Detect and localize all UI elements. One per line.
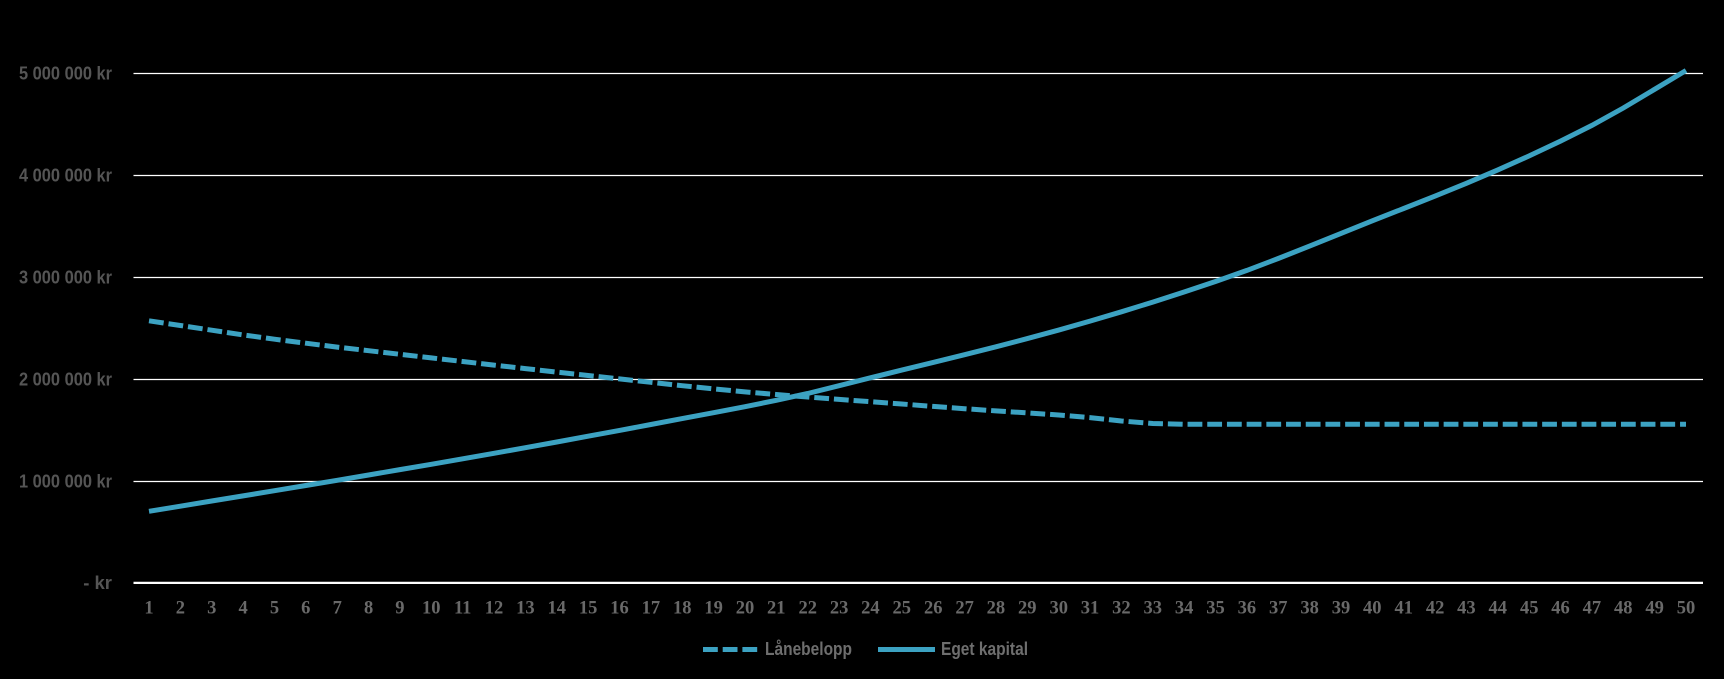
svg-text:49: 49 xyxy=(1645,599,1664,619)
svg-text:39: 39 xyxy=(1332,599,1351,619)
svg-text:20: 20 xyxy=(736,599,755,619)
svg-text:16: 16 xyxy=(610,599,629,619)
svg-text:33: 33 xyxy=(1144,599,1163,619)
svg-text:22: 22 xyxy=(798,599,817,619)
svg-text:28: 28 xyxy=(987,599,1006,619)
svg-text:15: 15 xyxy=(579,599,598,619)
svg-text:2 000 000 kr: 2 000 000 kr xyxy=(19,368,112,389)
svg-text:4 000 000 kr: 4 000 000 kr xyxy=(19,165,112,186)
svg-text:1: 1 xyxy=(144,599,153,619)
svg-text:45: 45 xyxy=(1520,599,1539,619)
svg-text:32: 32 xyxy=(1112,599,1131,619)
svg-text:14: 14 xyxy=(548,599,567,619)
svg-text:47: 47 xyxy=(1583,599,1602,619)
svg-text:Eget kapital: Eget kapital xyxy=(941,638,1028,659)
svg-text:37: 37 xyxy=(1269,599,1288,619)
svg-text:3: 3 xyxy=(207,599,216,619)
svg-text:35: 35 xyxy=(1206,599,1225,619)
svg-text:9: 9 xyxy=(395,599,404,619)
svg-text:5: 5 xyxy=(270,599,279,619)
svg-text:26: 26 xyxy=(924,599,943,619)
svg-text:12: 12 xyxy=(485,599,504,619)
svg-text:8: 8 xyxy=(364,599,373,619)
svg-text:48: 48 xyxy=(1614,599,1633,619)
svg-text:Lånebelopp: Lånebelopp xyxy=(765,638,852,659)
svg-text:24: 24 xyxy=(861,599,880,619)
svg-text:25: 25 xyxy=(893,599,912,619)
svg-text:17: 17 xyxy=(642,599,661,619)
svg-text:13: 13 xyxy=(516,599,535,619)
svg-text:6: 6 xyxy=(301,599,310,619)
svg-text:- kr: - kr xyxy=(83,572,112,593)
svg-text:5 000 000 kr: 5 000 000 kr xyxy=(19,63,112,84)
svg-text:3 000 000 kr: 3 000 000 kr xyxy=(19,267,112,288)
svg-text:11: 11 xyxy=(454,599,471,619)
svg-text:50: 50 xyxy=(1677,599,1696,619)
svg-text:40: 40 xyxy=(1363,599,1382,619)
svg-text:38: 38 xyxy=(1300,599,1319,619)
svg-text:31: 31 xyxy=(1081,599,1100,619)
svg-text:4: 4 xyxy=(238,599,247,619)
svg-text:21: 21 xyxy=(767,599,786,619)
svg-text:46: 46 xyxy=(1551,599,1570,619)
svg-text:23: 23 xyxy=(830,599,849,619)
svg-text:44: 44 xyxy=(1489,599,1508,619)
svg-text:36: 36 xyxy=(1238,599,1257,619)
svg-text:29: 29 xyxy=(1018,599,1037,619)
svg-text:18: 18 xyxy=(673,599,692,619)
svg-text:1 000 000 kr: 1 000 000 kr xyxy=(19,470,112,491)
svg-text:2: 2 xyxy=(176,599,185,619)
svg-text:27: 27 xyxy=(955,599,974,619)
svg-text:42: 42 xyxy=(1426,599,1445,619)
svg-text:10: 10 xyxy=(422,599,441,619)
svg-text:7: 7 xyxy=(333,599,342,619)
svg-text:30: 30 xyxy=(1049,599,1068,619)
svg-text:19: 19 xyxy=(704,599,723,619)
svg-text:43: 43 xyxy=(1457,599,1476,619)
svg-text:34: 34 xyxy=(1175,599,1194,619)
svg-text:41: 41 xyxy=(1394,599,1413,619)
